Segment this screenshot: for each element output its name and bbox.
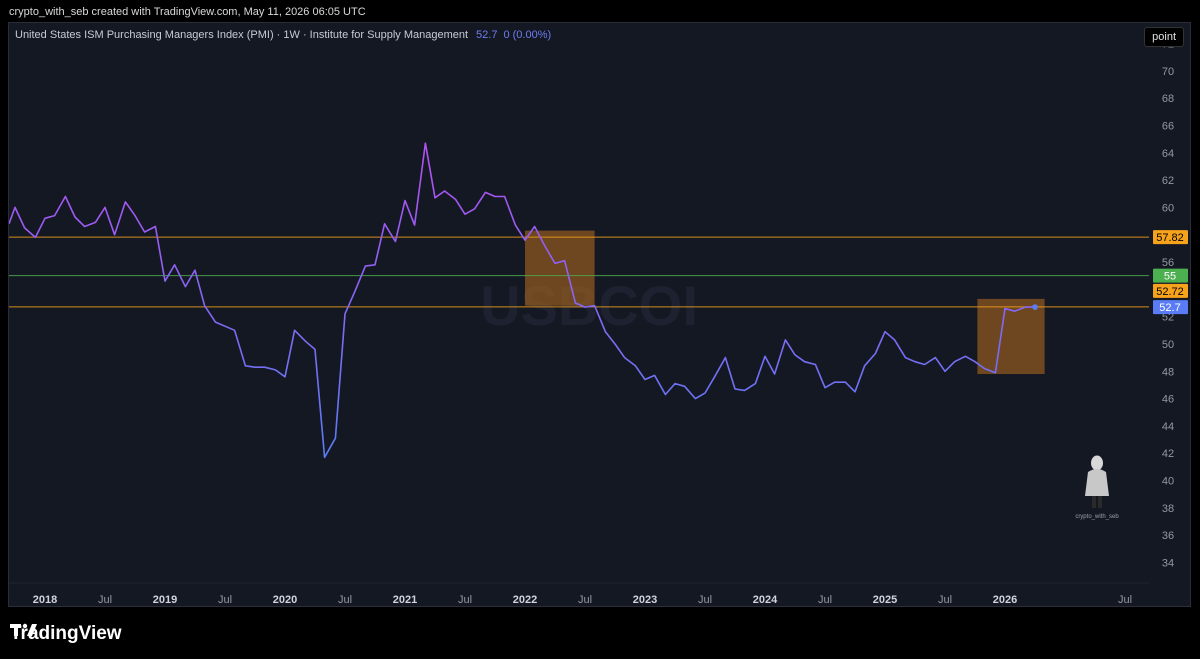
y-tick-label: 50 <box>1162 339 1174 351</box>
price-tag-label: 57.82 <box>1156 232 1184 244</box>
highlight-box-0 <box>525 230 595 306</box>
x-tick-label: Jul <box>458 594 472 606</box>
legend-change: 0 (0.00%) <box>503 29 552 41</box>
y-tick-label: 62 <box>1162 175 1174 187</box>
x-tick-label: 2018 <box>33 594 57 606</box>
y-tick-label: 48 <box>1162 366 1174 378</box>
price-tag-bg-2 <box>1153 283 1188 298</box>
y-tick-label: 38 <box>1162 503 1174 515</box>
y-tick-label: 34 <box>1162 558 1174 570</box>
legend-title: United States ISM Purchasing Managers In… <box>15 29 469 41</box>
x-tick-label: 2021 <box>393 594 417 606</box>
tradingview-logo: TradingView <box>10 623 122 645</box>
avatar-body-icon <box>1085 469 1109 496</box>
y-tick-label: 44 <box>1162 421 1174 433</box>
x-tick-label: 2023 <box>633 594 657 606</box>
price-tag-bg-3 <box>1153 300 1188 315</box>
point-button[interactable]: point <box>1144 27 1184 47</box>
last-point-marker <box>1032 304 1038 310</box>
highlight-box-1 <box>977 298 1045 375</box>
y-tick-label: 52 <box>1162 312 1174 324</box>
x-tick-label: Jul <box>578 594 592 606</box>
x-tick-label: Jul <box>338 594 352 606</box>
y-tick-label: 68 <box>1162 93 1174 105</box>
x-tick-label: 2020 <box>273 594 297 606</box>
footer-brand: TradingView <box>10 623 122 644</box>
x-tick-label: Jul <box>698 594 712 606</box>
price-tag-bg-0 <box>1153 230 1188 245</box>
avatar-leg-icon <box>1092 496 1096 508</box>
chart-legend: United States ISM Purchasing Managers In… <box>15 29 551 41</box>
price-tag-label: 52.7 <box>1159 302 1180 314</box>
y-tick-label: 36 <box>1162 530 1174 542</box>
price-tag-bg-1 <box>1153 268 1188 283</box>
y-tick-label: 46 <box>1162 394 1174 406</box>
x-tick-label: 2019 <box>153 594 177 606</box>
tradingview-icon <box>10 623 37 636</box>
avatar-label: crypto_with_seb <box>1075 514 1119 520</box>
x-tick-label: 2026 <box>993 594 1017 606</box>
x-tick-label: Jul <box>98 594 112 606</box>
y-tick-label: 56 <box>1162 257 1174 269</box>
y-tick-label: 70 <box>1162 66 1174 78</box>
avatar-leg-icon <box>1098 496 1102 508</box>
y-tick-label: 60 <box>1162 202 1174 214</box>
y-tick-label: 64 <box>1162 148 1174 160</box>
legend-value: 52.7 <box>476 29 498 41</box>
pmi-series-line[interactable] <box>9 142 1035 459</box>
x-tick-label: Jul <box>818 594 832 606</box>
x-tick-label: Jul <box>938 594 952 606</box>
avatar-head-icon <box>1091 455 1103 471</box>
chart-panel[interactable]: USBCOI3436384042444648505254565860626466… <box>8 22 1191 607</box>
price-tag-label: 52.72 <box>1156 286 1184 298</box>
x-tick-label: 2025 <box>873 594 897 606</box>
x-tick-label: Jul <box>1118 594 1132 606</box>
x-tick-label: Jul <box>218 594 232 606</box>
y-tick-label: 66 <box>1162 120 1174 132</box>
y-tick-label: 40 <box>1162 476 1174 488</box>
top-caption: crypto_with_seb created with TradingView… <box>9 6 366 18</box>
price-tag-label: 55 <box>1164 271 1176 283</box>
pmi-chart[interactable]: USBCOI3436384042444648505254565860626466… <box>9 23 1191 607</box>
x-tick-label: 2024 <box>753 594 778 606</box>
y-tick-label: 42 <box>1162 448 1174 460</box>
x-tick-label: 2022 <box>513 594 537 606</box>
